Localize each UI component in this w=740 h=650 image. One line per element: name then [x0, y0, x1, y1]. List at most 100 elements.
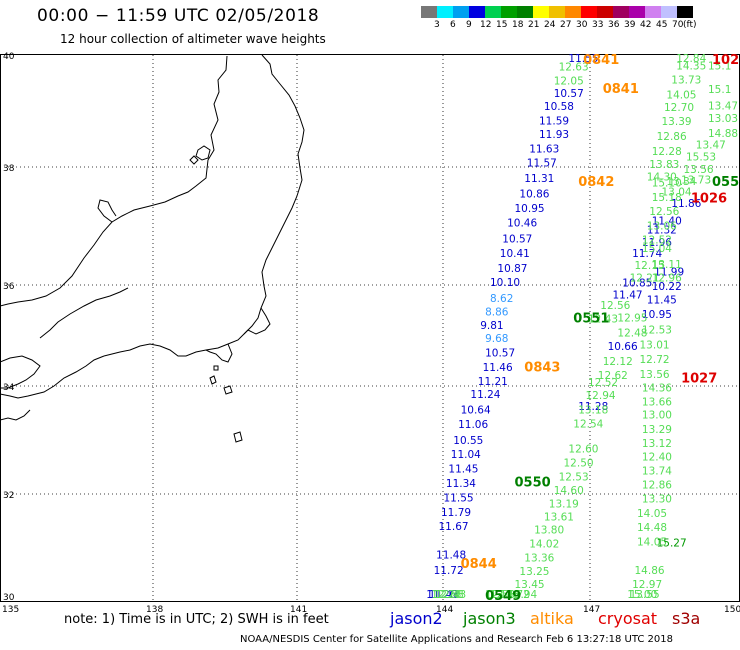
pass-time-label: 0549 — [485, 589, 521, 604]
wave-height-value: 15.04 — [642, 243, 672, 255]
y-tick-label: 30 — [3, 593, 15, 603]
wave-height-value: 13.29 — [642, 424, 672, 436]
wave-height-value: 10.85 — [622, 278, 652, 290]
wave-height-value: 11.74 — [632, 248, 662, 260]
footer-note: note: 1) Time is in UTC; 2) SWH is in fe… — [64, 612, 329, 627]
wave-height-value: 11.59 — [539, 115, 569, 127]
legend-tick-label: 33 — [592, 20, 604, 30]
wave-height-value: 13.36 — [524, 553, 554, 565]
wave-height-value: 12.43 — [588, 314, 618, 326]
wave-height-value: 14.35 — [676, 61, 706, 73]
wave-height-value: 13.04 — [662, 186, 692, 198]
legend-swatch — [453, 6, 469, 18]
pass-time-label: 0843 — [524, 361, 560, 376]
wave-height-value: 12.05 — [554, 76, 584, 88]
legend-tick-label: 3 — [434, 20, 440, 30]
wave-height-value: 10.58 — [544, 101, 574, 113]
x-tick-label: 144 — [436, 605, 453, 615]
wave-height-value: 14.05 — [637, 508, 667, 520]
pass-time-label: 1027 — [681, 372, 717, 387]
wave-height-value: 10.66 — [608, 341, 638, 353]
credit-line: NOAA/NESDIS Center for Satellite Applica… — [240, 634, 673, 645]
pass-time-label: 0550 — [515, 475, 551, 490]
wave-height-value: 14.05 — [666, 90, 696, 102]
wave-height-value: 8.62 — [490, 293, 513, 305]
wave-height-value: 10.87 — [497, 263, 527, 275]
wave-height-value: 15.1 — [708, 61, 731, 73]
legend-tick-label: 12 — [480, 20, 492, 30]
wave-height-value: 13.06 — [647, 221, 677, 233]
chart-subtitle: 12 hour collection of altimeter wave hei… — [60, 32, 326, 46]
legend-swatch — [597, 6, 613, 18]
wave-height-value: 13.47 — [696, 139, 726, 151]
sat-name: s3a — [672, 609, 701, 628]
legend-swatch — [661, 6, 677, 18]
wave-height-value: 14.05 — [637, 536, 667, 548]
wave-height-value: 12.48 — [617, 328, 647, 340]
legend-jason2: jason2 — [390, 609, 443, 628]
wave-height-value: 10.95 — [642, 309, 672, 321]
wave-height-value: 13.56 — [640, 369, 670, 381]
wave-height-value: 11.34 — [446, 478, 476, 490]
wave-height-value: 12.21 — [630, 273, 660, 285]
legend-swatch — [517, 6, 533, 18]
wave-height-value: 12.56 — [600, 300, 630, 312]
wave-height-value: 13.03 — [708, 113, 738, 125]
wave-height-value: 12.28 — [652, 146, 682, 158]
x-tick-label: 138 — [146, 605, 163, 615]
wave-height-value: 13.01 — [640, 340, 670, 352]
wave-height-value: 9.68 — [485, 333, 508, 345]
sat-name: cryosat — [598, 609, 658, 628]
wave-height-value: 12.28 — [431, 589, 461, 601]
wave-height-value: 14.02 — [529, 539, 559, 551]
wave-height-value: 13.73 — [671, 74, 701, 86]
chart-title: 00:00 − 11:59 UTC 02/05/2018 — [37, 6, 320, 26]
wave-height-value: 10.41 — [500, 248, 530, 260]
wave-height-value: 11.40 — [652, 215, 682, 227]
wave-height-value: 11.45 — [647, 294, 677, 306]
wave-height-value: 10.57 — [502, 233, 532, 245]
wave-height-value: 12.86 — [642, 480, 672, 492]
wave-height-value: 11.86 — [671, 198, 701, 210]
wave-height-value: 11.72 — [434, 565, 464, 577]
legend-swatch — [677, 6, 693, 18]
pass-time-label: 1025 — [712, 53, 740, 68]
wave-height-value: 10.86 — [519, 189, 549, 201]
wave-height-value: 10.10 — [490, 277, 520, 289]
legend-swatch — [469, 6, 485, 18]
wave-height-value: 11.79 — [441, 507, 471, 519]
sat-name: altika — [530, 609, 574, 628]
wave-height-value: 15.27 — [657, 537, 687, 549]
wave-height-value: 12.53 — [485, 589, 515, 601]
pass-time-label: 0841 — [583, 53, 619, 68]
wave-height-points: 11.5510.5710.5811.5911.9311.6311.5711.31… — [426, 53, 738, 601]
legend-s3a: s3a — [672, 609, 700, 628]
wave-height-value: 12.94 — [586, 390, 616, 402]
wave-height-value: 13.58 — [490, 589, 520, 601]
wave-height-value: 10.22 — [652, 281, 682, 293]
wave-height-value: 12.74 — [490, 589, 520, 601]
wave-height-value: 11.99 — [654, 267, 684, 279]
x-tick-label: 135 — [2, 605, 19, 615]
y-tick-label: 38 — [3, 164, 15, 174]
pass-time-label: 1026 — [691, 191, 727, 206]
x-tick-label: 150 — [724, 605, 740, 615]
wave-height-value: 12.70 — [664, 102, 694, 114]
wave-height-value: 10.55 — [453, 435, 483, 447]
legend-altika: altika — [530, 609, 574, 628]
wave-height-value: 12.68 — [434, 589, 464, 601]
wave-height-value: 11.06 — [458, 419, 488, 431]
wave-height-value: 11.43 — [429, 589, 459, 601]
wave-height-value: 15.18 — [652, 192, 682, 204]
wave-height-value: 12.60 — [568, 444, 598, 456]
wave-height-value: 12.50 — [564, 458, 594, 470]
wave-height-value: 14.36 — [642, 382, 672, 394]
wave-height-value: 12.62 — [598, 370, 628, 382]
wave-height-value: 12.52 — [642, 234, 672, 246]
legend-swatch — [565, 6, 581, 18]
wave-height-value: 13.12 — [642, 438, 672, 450]
wave-height-value: 15.10 — [652, 178, 682, 190]
wave-height-value: 12.53 — [559, 471, 589, 483]
wave-height-value: 12.72 — [640, 354, 670, 366]
sat-name: jason3 — [463, 609, 516, 628]
